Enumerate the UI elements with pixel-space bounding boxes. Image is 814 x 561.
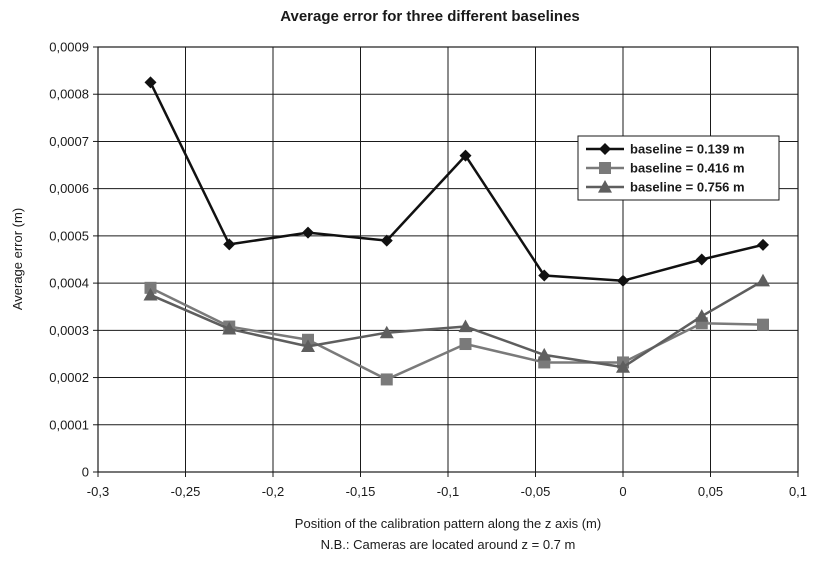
legend: baseline = 0.139 m baseline = 0.416 m base… <box>577 135 780 201</box>
x-tick-label: -0,15 <box>346 484 376 499</box>
data-point <box>143 287 158 301</box>
data-point <box>458 319 473 333</box>
data-point <box>380 234 393 247</box>
data-point <box>617 274 629 287</box>
data-point <box>459 149 472 162</box>
series-1 <box>144 76 769 287</box>
data-point <box>459 338 472 351</box>
data-point <box>302 226 314 239</box>
y-tick-label: 0,0002 <box>49 370 89 385</box>
data-point <box>694 309 709 322</box>
x-tick-label: -0,1 <box>437 484 459 499</box>
legend-swatch-marker <box>599 162 611 174</box>
data-point <box>757 318 769 331</box>
x-tick-label: -0,2 <box>262 484 284 499</box>
legend-swatch-marker <box>598 180 612 193</box>
x-axis-note: N.B.: Cameras are located around z = 0.7… <box>321 537 576 552</box>
data-point <box>756 273 770 287</box>
y-tick-label: 0,0007 <box>49 134 89 149</box>
data-point <box>222 321 237 335</box>
legend-item: baseline = 0.139 m <box>586 142 745 157</box>
legend-item: baseline = 0.416 m <box>586 161 745 176</box>
x-tick-label: -0,25 <box>171 484 201 499</box>
data-point <box>757 238 769 251</box>
y-tick-label: 0,0009 <box>49 40 89 55</box>
data-point <box>616 360 630 373</box>
x-tick-label: -0,3 <box>87 484 109 499</box>
data-point <box>380 373 393 386</box>
data-point <box>144 76 157 89</box>
data-point <box>301 339 315 352</box>
data-point <box>538 269 551 282</box>
legend-label: baseline = 0.756 m <box>630 180 745 195</box>
x-axis-label: Position of the calibration pattern alon… <box>295 516 601 531</box>
series-layer <box>143 76 770 386</box>
x-tick-label: 0 <box>619 484 626 499</box>
y-tick-label: 0,0008 <box>49 87 89 102</box>
data-point <box>695 253 708 266</box>
y-tick-label: 0,0001 <box>49 417 89 432</box>
y-tick-label: 0,0005 <box>49 228 89 243</box>
x-tick-label: 0,05 <box>698 484 723 499</box>
data-point <box>537 347 552 361</box>
data-point <box>223 238 236 251</box>
y-axis-label: Average error (m) <box>10 208 25 310</box>
x-tick-label: 0,1 <box>789 484 807 499</box>
y-axis: 0 0,0001 0,0002 0,0003 0,0004 0,0005 0,0006 0,0… <box>49 40 98 480</box>
legend-item: baseline = 0.756 m <box>586 180 745 195</box>
legend-swatch-marker <box>599 143 611 155</box>
legend-label: baseline = 0.416 m <box>630 161 745 176</box>
y-tick-label: 0,0003 <box>49 323 89 338</box>
data-point <box>379 325 394 339</box>
y-tick-label: 0,0004 <box>49 276 89 291</box>
legend-items: baseline = 0.139 m baseline = 0.416 m base… <box>586 142 745 195</box>
y-tick-label: 0,0006 <box>49 181 89 196</box>
x-axis: -0,3 -0,25 -0,2 -0,15 -0,1 -0,05 0 0,05 0,1 <box>87 472 807 499</box>
x-tick-label: -0,05 <box>521 484 551 499</box>
chart-title: Average error for three different baseli… <box>280 8 580 25</box>
data-point <box>144 281 157 294</box>
y-tick-label: 0 <box>82 465 89 480</box>
legend-label: baseline = 0.139 m <box>630 142 745 157</box>
series-3 <box>143 273 770 373</box>
